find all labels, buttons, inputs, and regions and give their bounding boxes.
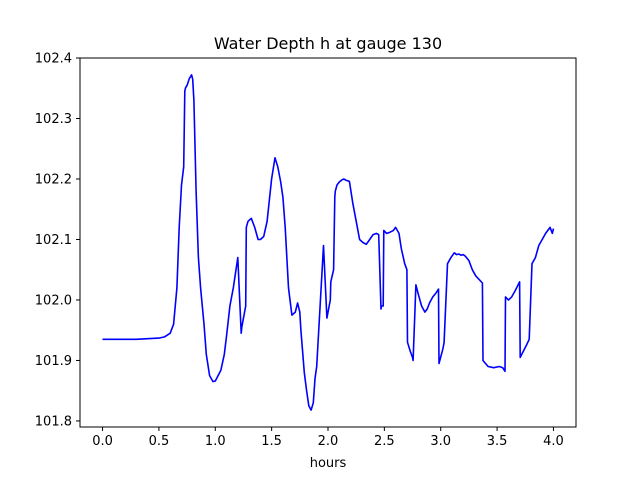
x-tick-label: 2.0: [318, 434, 339, 449]
y-tick-label: 102.4: [35, 52, 72, 67]
x-tick-label: 0.0: [92, 434, 113, 449]
y-axis: 101.8 101.9 102.0 102.1 102.2 102.3 102.4: [35, 52, 80, 429]
x-tick-label: 0.5: [149, 434, 170, 449]
x-tick-label: 3.5: [487, 434, 508, 449]
x-tick-label: 1.5: [261, 434, 282, 449]
x-axis-label: hours: [310, 456, 347, 471]
series-line: [102, 74, 555, 411]
plot-area: [102, 74, 555, 411]
x-axis: 0.0 0.5 1.0 1.5 2.0 2.5 3.0 3.5 4.0: [92, 427, 564, 449]
axes-frame: [79, 57, 577, 428]
x-tick-label: 2.5: [374, 434, 395, 449]
y-tick-label: 102.1: [35, 233, 72, 248]
y-tick-label: 102.2: [35, 172, 72, 187]
chart-title: Water Depth h at gauge 130: [214, 34, 442, 53]
x-tick-label: 3.0: [430, 434, 451, 449]
x-tick-label: 4.0: [543, 434, 564, 449]
x-tick-label: 1.0: [205, 434, 226, 449]
y-tick-label: 102.0: [35, 293, 72, 308]
y-tick-label: 101.9: [35, 354, 72, 369]
y-tick-label: 102.3: [35, 112, 72, 127]
y-tick-label: 101.8: [35, 414, 72, 429]
